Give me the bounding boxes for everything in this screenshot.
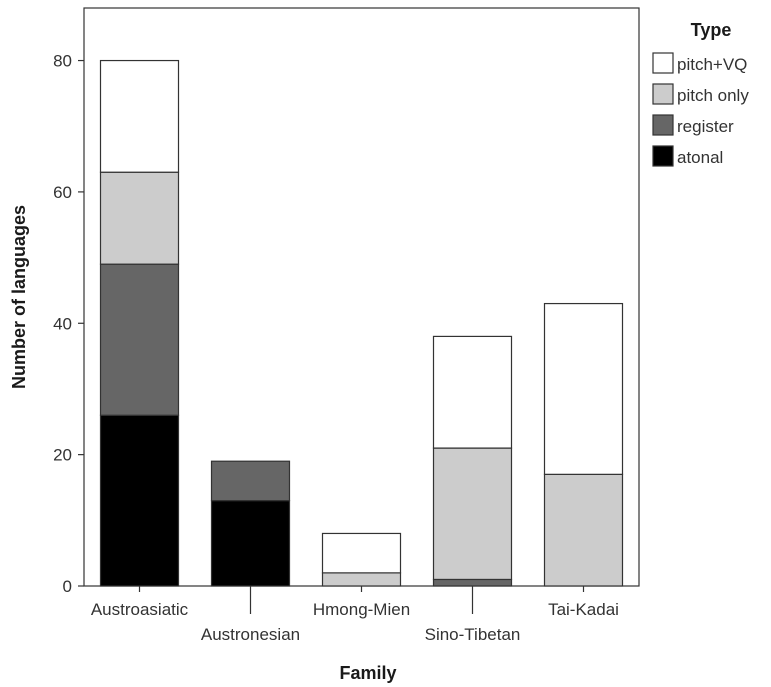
y-tick-label: 20 (53, 446, 72, 465)
bar-segment-pitch-vq (99, 59, 180, 173)
x-tick-label: Hmong-Mien (313, 600, 410, 619)
legend-label: pitch only (677, 86, 749, 105)
y-tick-label: 60 (53, 183, 72, 202)
bar-segment-register (99, 263, 180, 416)
bar-segment-pitch-only (543, 473, 624, 587)
y-axis-title: Number of languages (9, 205, 29, 389)
bar-segment-register (432, 578, 513, 587)
x-tick-label: Austronesian (201, 625, 300, 644)
bar-segment-pitch-vq (543, 302, 624, 475)
bar-segment-pitch-only (99, 171, 180, 265)
x-tick-label: Austroasiatic (91, 600, 189, 619)
y-tick-label: 40 (53, 314, 72, 333)
bar-segment-register (210, 460, 291, 502)
legend-label: register (677, 117, 734, 136)
legend-swatch (652, 52, 674, 74)
bar-segment-atonal (210, 500, 291, 587)
bar-segment-pitch-only (432, 447, 513, 581)
bar-segment-pitch-vq (321, 532, 402, 574)
bars (99, 59, 624, 587)
legend-swatch (652, 114, 674, 136)
x-tick-label: Sino-Tibetan (425, 625, 521, 644)
y-tick-label: 80 (53, 52, 72, 71)
bar-segment-atonal (99, 414, 180, 587)
legend: Type pitch+VQ pitch only register atonal (652, 20, 749, 167)
legend-label: pitch+VQ (677, 55, 747, 74)
bar-segment-pitch-only (321, 572, 402, 587)
legend-title: Type (691, 20, 732, 40)
y-axis-ticks: 0 20 40 60 80 (53, 52, 84, 596)
x-axis-title: Family (339, 663, 396, 683)
x-tick-label: Tai-Kadai (548, 600, 619, 619)
legend-swatch (652, 83, 674, 105)
legend-label: atonal (677, 148, 723, 167)
legend-swatch (652, 145, 674, 167)
x-axis-ticks: Austroasiatic Austronesian Hmong-Mien Sino-… (91, 586, 619, 644)
y-tick-label: 0 (63, 577, 72, 596)
bar-segment-pitch-vq (432, 335, 513, 449)
